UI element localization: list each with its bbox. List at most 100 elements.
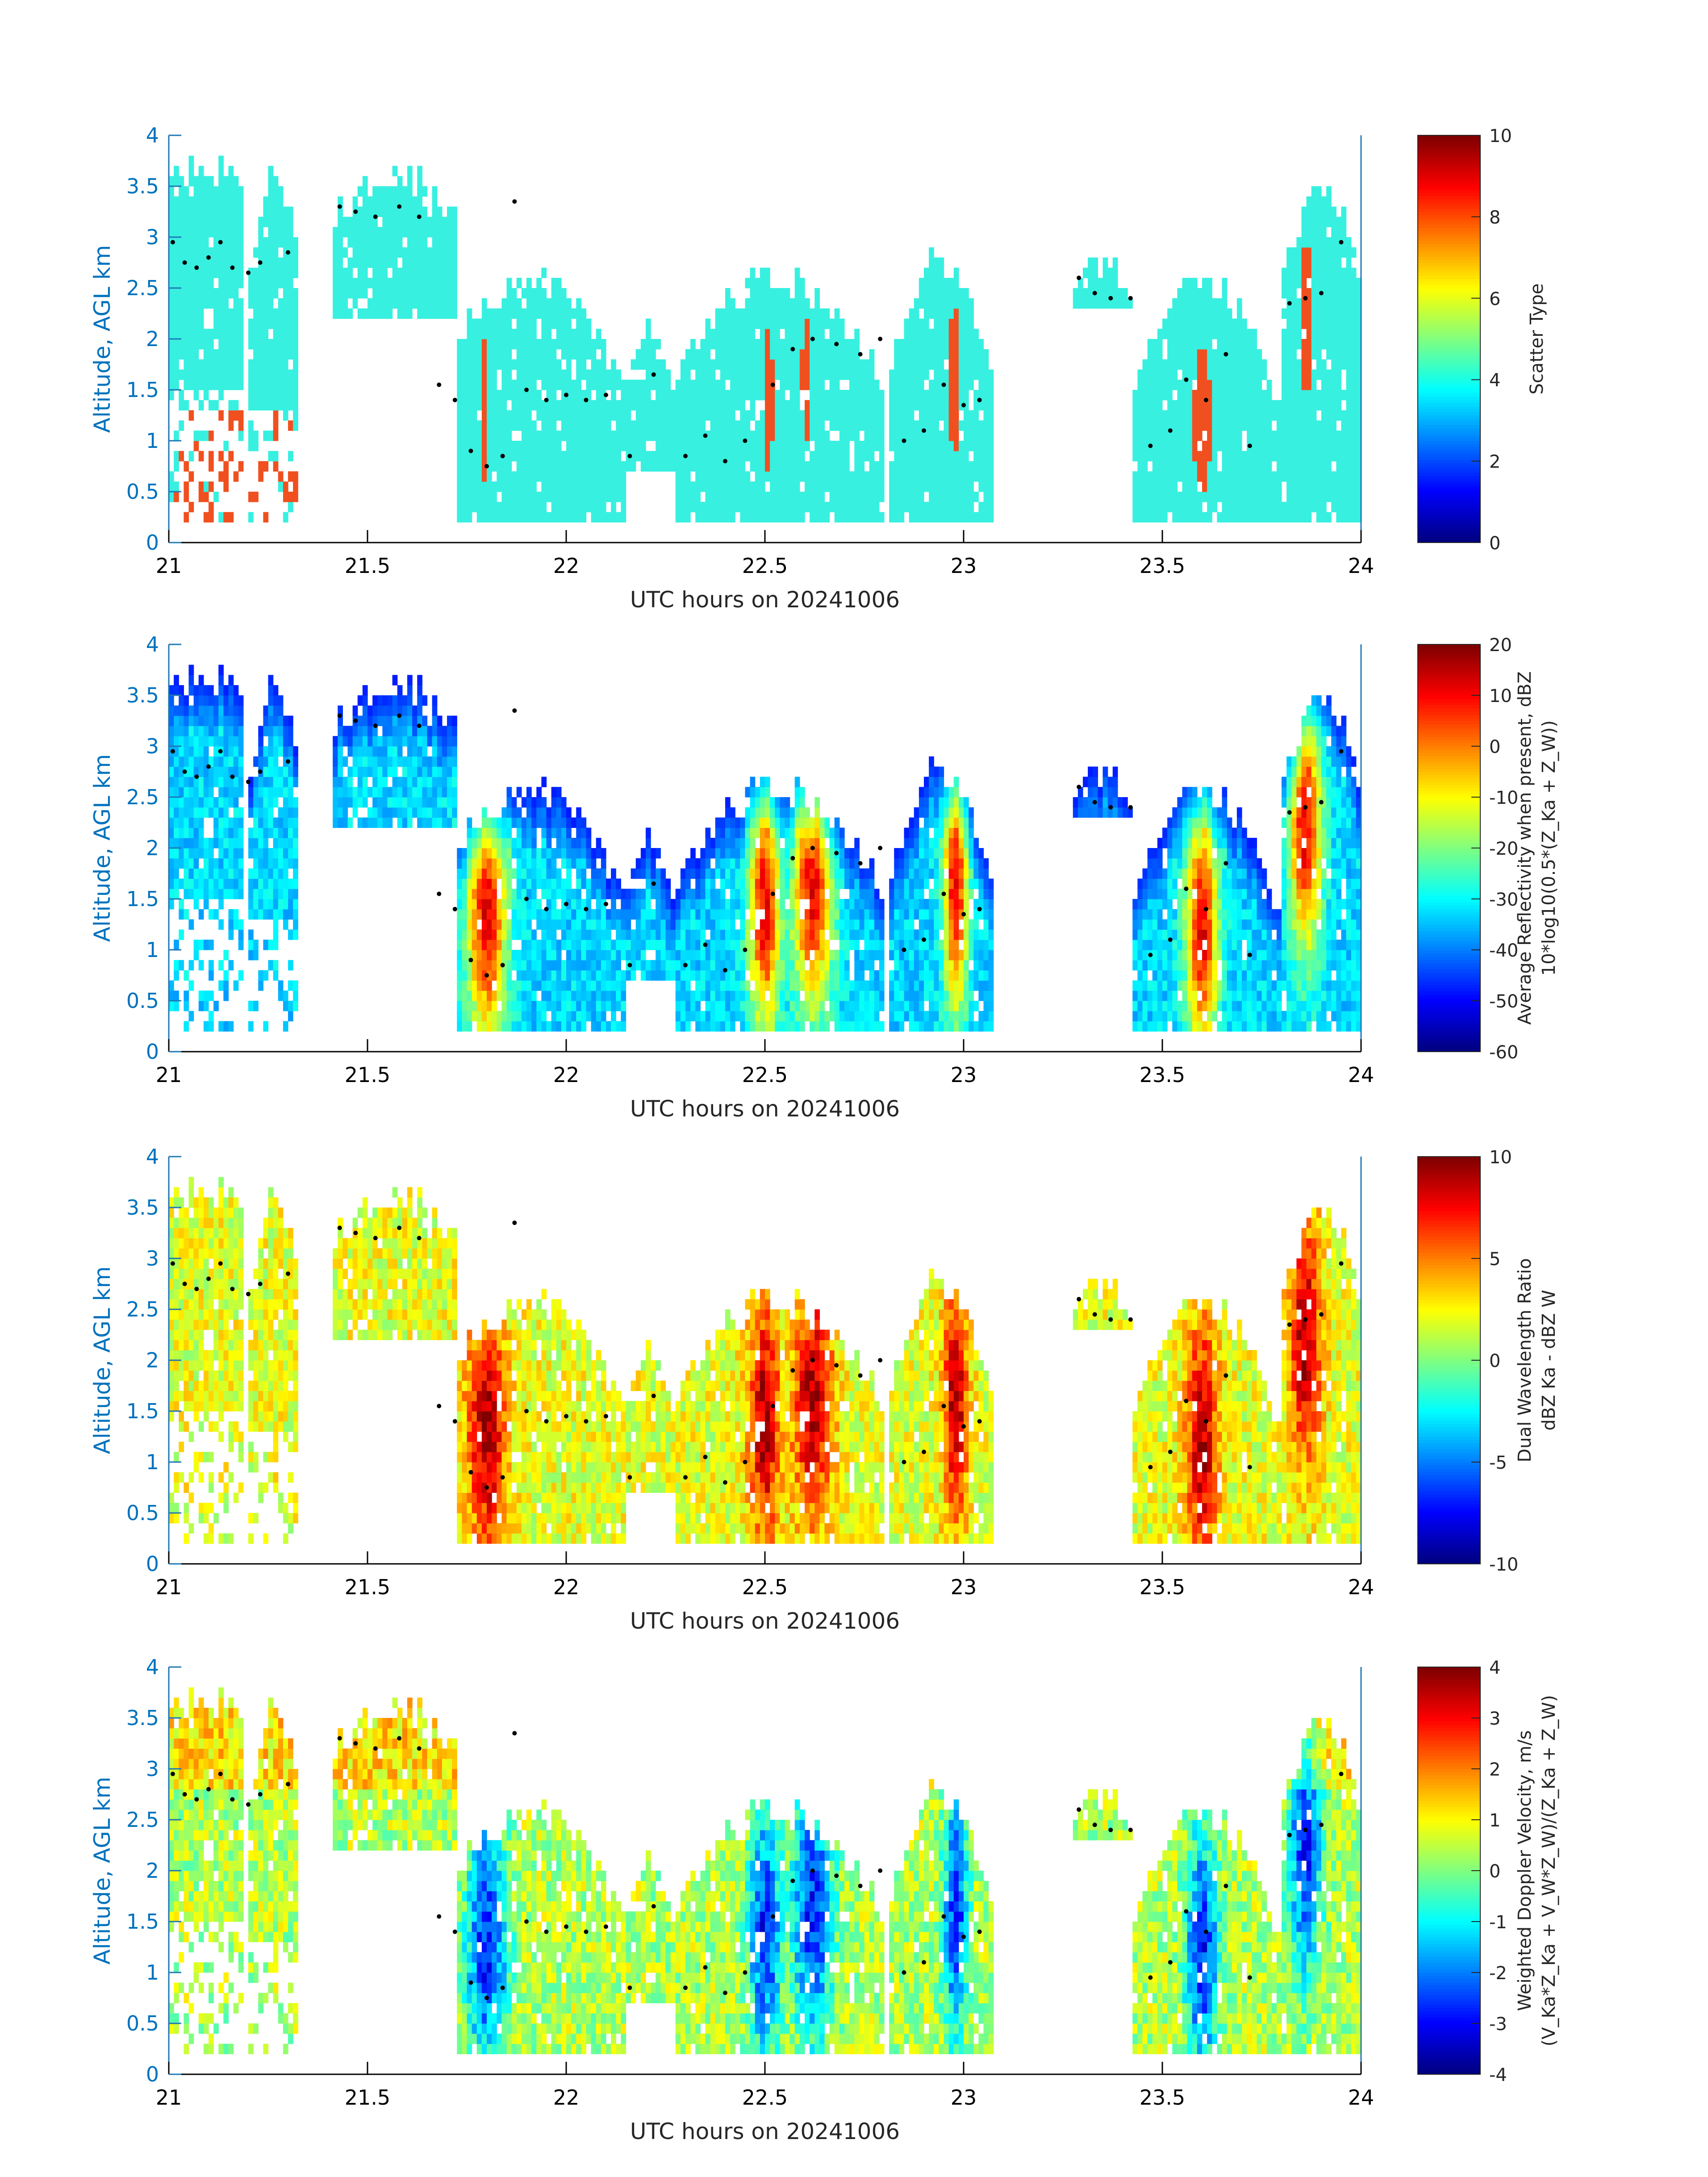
- heatmap-cell: [288, 766, 293, 777]
- heatmap-cell: [526, 390, 532, 401]
- heatmap-cell: [978, 369, 984, 380]
- heatmap-cell: [1177, 512, 1183, 522]
- heatmap-cell: [382, 715, 388, 726]
- heatmap-cell: [293, 817, 298, 828]
- heatmap-cell: [209, 512, 214, 522]
- heatmap-cell: [869, 492, 875, 502]
- heatmap-cell: [710, 512, 716, 522]
- heatmap-cell: [1286, 430, 1292, 441]
- heatmap-cell: [576, 369, 581, 380]
- heatmap-cell: [487, 451, 492, 462]
- heatmap-cell: [556, 481, 562, 492]
- heatmap-cell: [1232, 359, 1237, 370]
- heatmap-cell: [1291, 430, 1297, 441]
- heatmap-cell: [1336, 339, 1342, 350]
- heatmap-cell: [1227, 308, 1232, 319]
- heatmap-cell: [228, 318, 234, 329]
- heatmap-cell: [457, 369, 462, 380]
- heatmap-cell: [988, 410, 994, 421]
- heatmap-cell: [551, 430, 557, 441]
- heatmap-cell: [228, 838, 234, 848]
- heatmap-cell: [412, 196, 418, 207]
- heatmap-cell: [854, 390, 860, 401]
- heatmap-cell: [541, 359, 547, 370]
- heatmap-cell: [233, 889, 239, 899]
- heatmap-cell: [179, 390, 184, 401]
- heatmap-cell: [476, 329, 482, 339]
- heatmap-cell: [1157, 380, 1163, 390]
- heatmap-cell: [824, 308, 830, 319]
- heatmap-cell: [174, 237, 179, 248]
- heatmap-cell: [278, 899, 284, 910]
- heatmap-cell: [839, 339, 845, 350]
- heatmap-cell: [218, 267, 224, 278]
- heatmap-cell: [720, 349, 726, 360]
- heatmap-cell: [1326, 298, 1332, 309]
- heatmap-cells: [169, 155, 1361, 522]
- heatmap-cell: [656, 369, 661, 380]
- heatmap-cell: [924, 451, 929, 462]
- colorbar-step: [1418, 374, 1480, 378]
- heatmap-cell: [944, 390, 949, 401]
- heatmap-cell: [710, 329, 716, 339]
- cloud-top-marker: [977, 397, 982, 402]
- heatmap-cell: [1157, 492, 1163, 502]
- heatmap-cell: [293, 919, 298, 930]
- heatmap-cell: [357, 756, 363, 767]
- heatmap-cell: [929, 451, 934, 462]
- heatmap-cell: [710, 430, 716, 441]
- x-tick-label: 23.5: [1140, 554, 1185, 578]
- heatmap-cell: [382, 807, 388, 818]
- heatmap-cell: [834, 420, 840, 431]
- heatmap-cell: [854, 339, 860, 350]
- heatmap-cell: [228, 237, 234, 248]
- heatmap-cell: [794, 471, 800, 482]
- heatmap-cell: [1132, 501, 1138, 513]
- cloud-top-marker: [834, 342, 839, 347]
- heatmap-cell: [367, 756, 373, 767]
- heatmap-cell: [1137, 492, 1143, 502]
- heatmap-cell: [929, 492, 934, 502]
- heatmap-cell: [601, 512, 606, 522]
- heatmap-cell: [268, 705, 274, 716]
- heatmap-cell: [1232, 461, 1237, 472]
- heatmap-cell: [382, 217, 388, 227]
- heatmap-cell: [894, 451, 899, 462]
- heatmap-cell: [203, 257, 209, 268]
- heatmap-cell: [293, 889, 298, 899]
- heatmap-cell: [1296, 339, 1302, 350]
- heatmap-cell: [506, 369, 512, 380]
- colorbar-step: [1418, 307, 1480, 311]
- heatmap-cell: [849, 390, 855, 401]
- heatmap-cell: [1222, 410, 1228, 421]
- heatmap-cell: [859, 380, 865, 390]
- heatmap-cell: [1331, 359, 1336, 370]
- heatmap-cell: [273, 726, 279, 736]
- heatmap-cell: [521, 410, 527, 421]
- heatmap-cell: [839, 329, 845, 339]
- heatmap-cell: [760, 410, 765, 421]
- heatmap-cell: [352, 766, 358, 777]
- heatmap-cell: [869, 390, 875, 401]
- heatmap-cell: [223, 746, 229, 757]
- heatmap-cell: [1316, 206, 1322, 217]
- heatmap-cell: [899, 400, 905, 411]
- heatmap-cell: [179, 237, 184, 248]
- heatmap-cell: [824, 359, 830, 370]
- heatmap-cell: [258, 247, 263, 258]
- heatmap-cell: [1346, 237, 1352, 248]
- heatmap-cell: [223, 807, 229, 818]
- heatmap-cell: [556, 318, 562, 329]
- heatmap-cell: [531, 451, 537, 462]
- heatmap-cell: [1232, 410, 1237, 421]
- colorbar-step: [1418, 266, 1480, 270]
- heatmap-cell: [948, 512, 954, 522]
- heatmap-cell: [233, 359, 239, 370]
- heatmap-cell: [1266, 390, 1272, 401]
- heatmap-cell: [457, 380, 462, 390]
- heatmap-cell: [1242, 451, 1247, 462]
- heatmap-cell: [407, 308, 413, 319]
- heatmap-cell: [1197, 512, 1203, 522]
- heatmap-cell: [392, 227, 398, 238]
- heatmap-cell: [1197, 298, 1203, 309]
